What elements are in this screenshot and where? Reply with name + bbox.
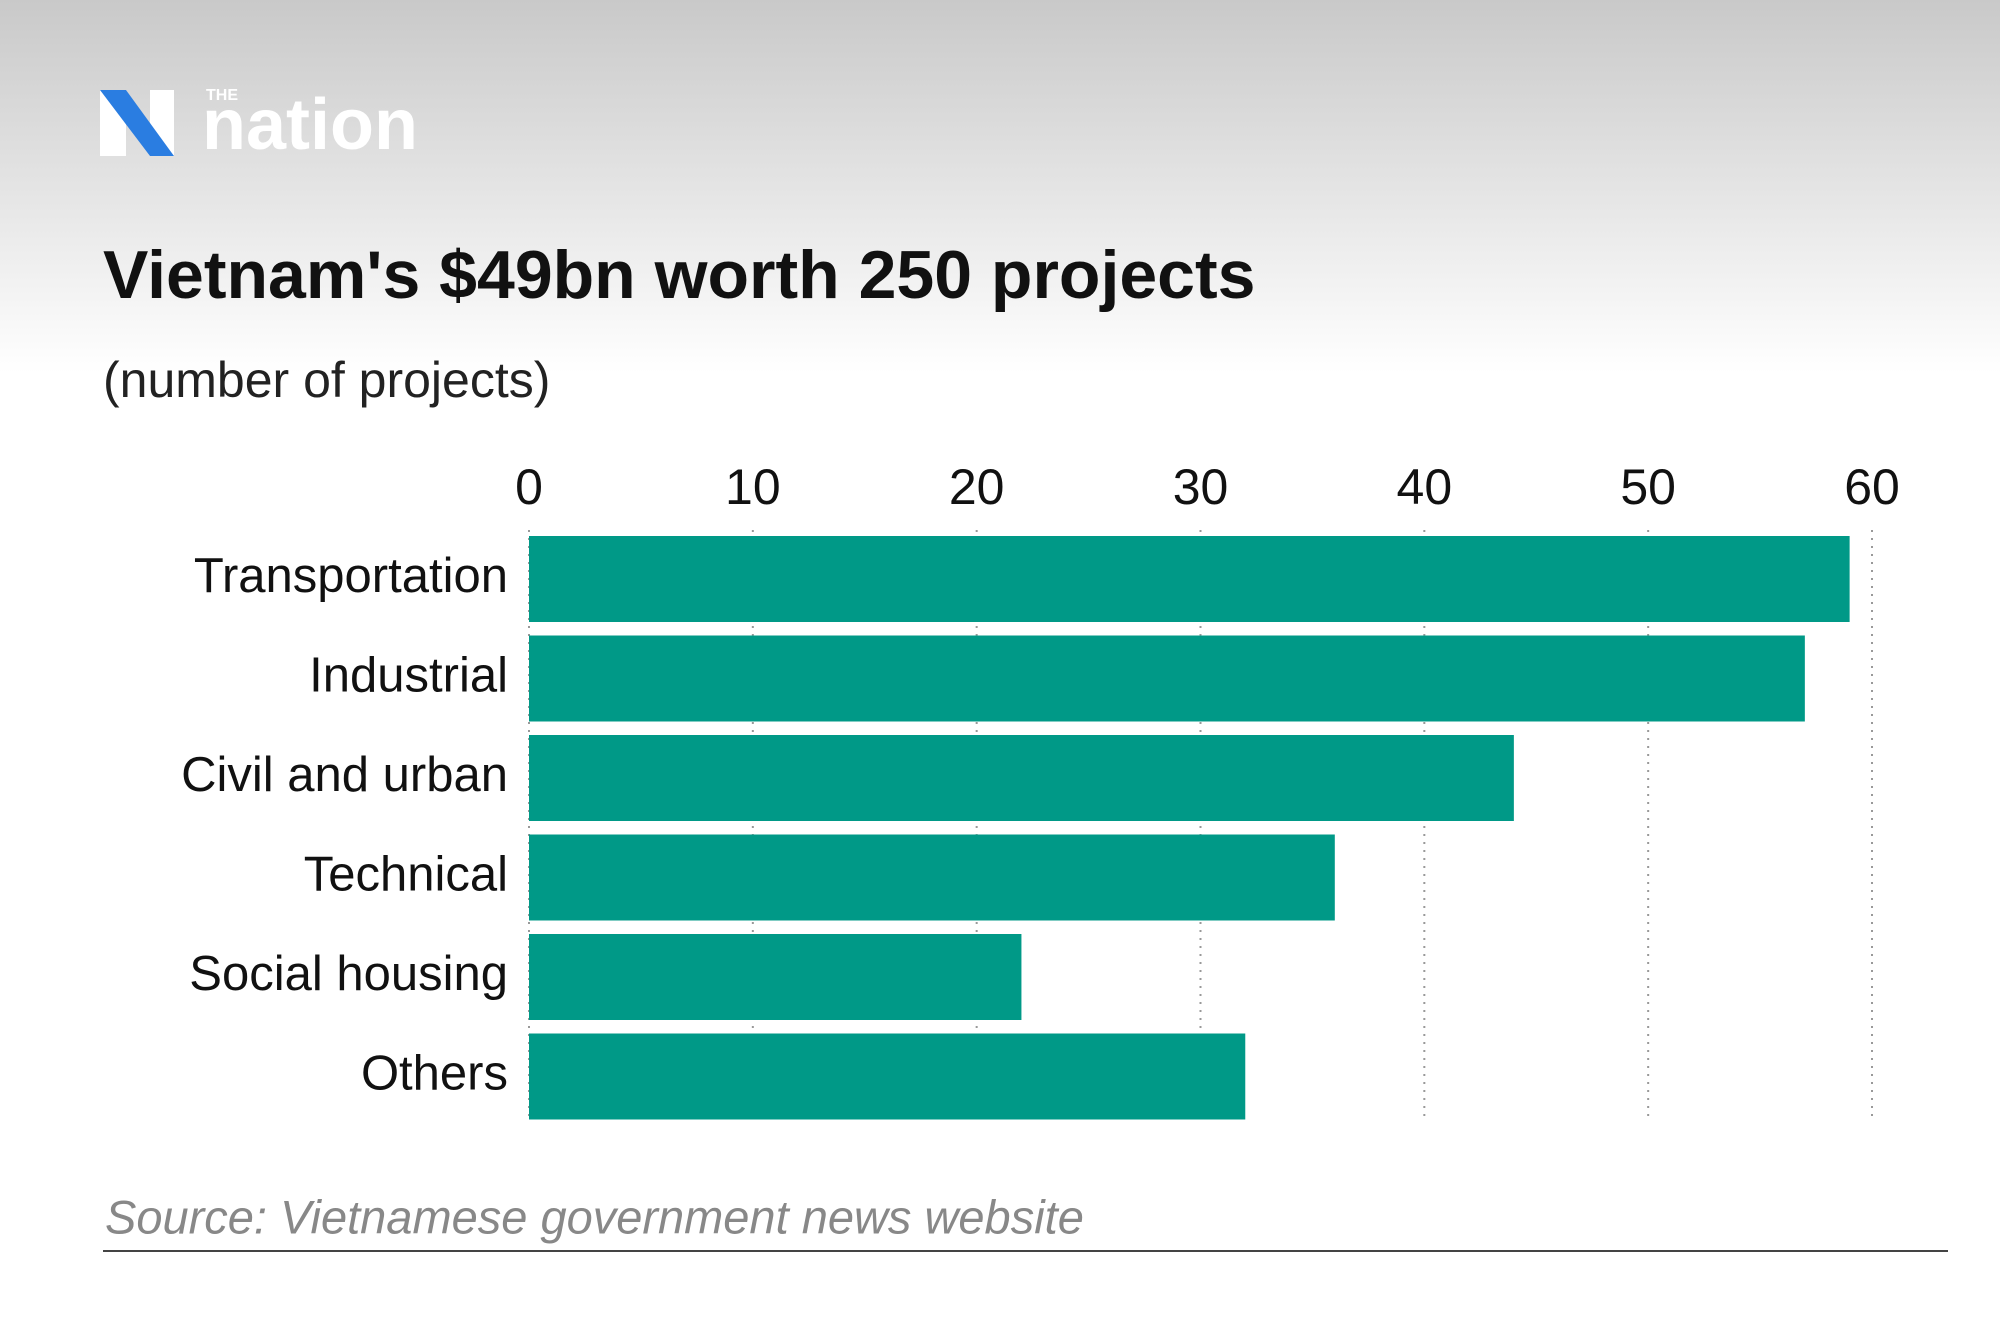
logo-small: THE <box>206 87 238 104</box>
category-label: Technical <box>304 847 508 901</box>
bar <box>529 635 1805 722</box>
category-label: Social housing <box>189 947 508 1001</box>
logo: THE nation <box>100 85 418 165</box>
chart-title: Vietnam's $49bn worth 250 projects <box>103 237 1255 313</box>
bar <box>529 735 1514 821</box>
category-label: Others <box>361 1046 508 1100</box>
x-tick-label: 20 <box>949 459 1005 515</box>
x-tick-label: 60 <box>1844 459 1900 515</box>
x-tick-label: 0 <box>515 459 543 515</box>
x-tick-label: 30 <box>1173 459 1229 515</box>
bar <box>529 934 1022 1020</box>
x-tick-label: 10 <box>725 459 781 515</box>
bar <box>529 536 1850 622</box>
category-label: Industrial <box>309 648 508 702</box>
bar <box>529 1033 1246 1120</box>
x-tick-label: 40 <box>1397 459 1453 515</box>
logo-accent <box>100 90 174 156</box>
source: Source: Vietnamese government news websi… <box>105 1190 1084 1243</box>
chart-subtitle: (number of projects) <box>103 352 550 408</box>
category-label: Civil and urban <box>181 748 508 802</box>
category-label: Transportation <box>194 549 508 603</box>
bar <box>529 834 1335 921</box>
logo-name: nation <box>202 85 418 165</box>
x-tick-label: 50 <box>1620 459 1676 515</box>
